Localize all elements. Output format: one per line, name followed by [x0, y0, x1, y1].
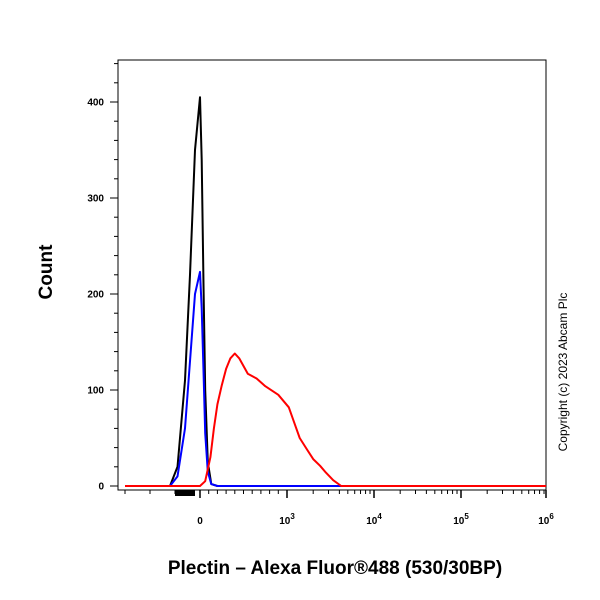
y-tick-label: 300	[87, 194, 104, 205]
x-axis-label: Plectin – Alexa Fluor®488 (530/30BP)	[168, 558, 502, 579]
x-axis: 0 103 104 105 106	[124, 490, 554, 527]
x-zero-tick-cluster	[175, 490, 195, 496]
x-tick-label: 105	[453, 512, 469, 527]
plot-area-frame	[117, 59, 547, 491]
copyright-notice: Copyright (c) 2023 Abcam Plc	[556, 293, 570, 452]
histogram-series-2	[125, 270, 546, 487]
x-tick-label: 104	[366, 512, 382, 527]
y-axis-label: Count	[36, 244, 57, 300]
histogram-series-3	[125, 352, 546, 487]
y-tick-label: 400	[87, 98, 104, 109]
x-tick-label: 106	[538, 512, 554, 527]
y-tick-label: 0	[98, 482, 104, 493]
x-tick-label: 0	[197, 516, 203, 527]
histogram-series	[125, 96, 546, 487]
x-tick-label: 103	[279, 512, 295, 527]
y-axis: 0 100 200 300 400	[87, 63, 118, 493]
y-tick-label: 100	[87, 386, 104, 397]
histogram-series-1	[125, 96, 546, 487]
y-tick-label: 200	[87, 290, 104, 301]
